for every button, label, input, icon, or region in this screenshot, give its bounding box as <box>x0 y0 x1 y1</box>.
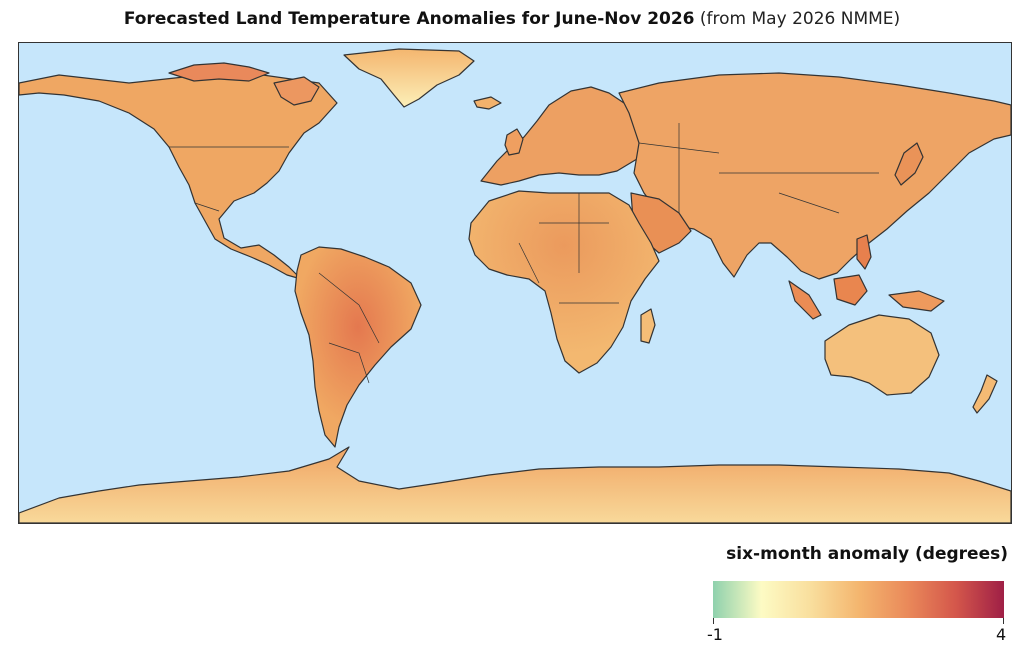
map-title-main: Forecasted Land Temperature Anomalies fo… <box>123 9 695 29</box>
map-title: Forecasted Land Temperature Anomalies fo… <box>0 9 1024 29</box>
greenland <box>343 48 475 108</box>
new-guinea <box>888 290 945 312</box>
british-isles <box>504 128 524 156</box>
sumatra <box>788 280 822 320</box>
philippines <box>856 234 872 270</box>
new-zealand <box>972 374 998 414</box>
map-title-source: (from May 2026 NMME) <box>699 9 901 29</box>
south-america <box>294 246 422 448</box>
colorbar-max-label: 4 <box>996 625 1007 644</box>
madagascar <box>640 308 656 344</box>
world-map <box>18 42 1012 524</box>
colorbar-tick-max <box>1003 618 1004 624</box>
australia <box>824 314 940 396</box>
borneo <box>833 274 868 306</box>
colorbar-tick-min <box>713 618 714 624</box>
japan <box>894 142 924 186</box>
africa <box>468 190 660 374</box>
antarctica <box>19 446 1011 523</box>
colorbar-min-label: -1 <box>707 625 723 644</box>
colorbar <box>713 581 1004 618</box>
baffin-island <box>273 76 320 106</box>
arctic-islands <box>168 62 270 82</box>
legend-title: six-month anomaly (degrees) <box>726 544 1008 564</box>
iceland <box>473 96 502 110</box>
north-america <box>19 72 338 280</box>
